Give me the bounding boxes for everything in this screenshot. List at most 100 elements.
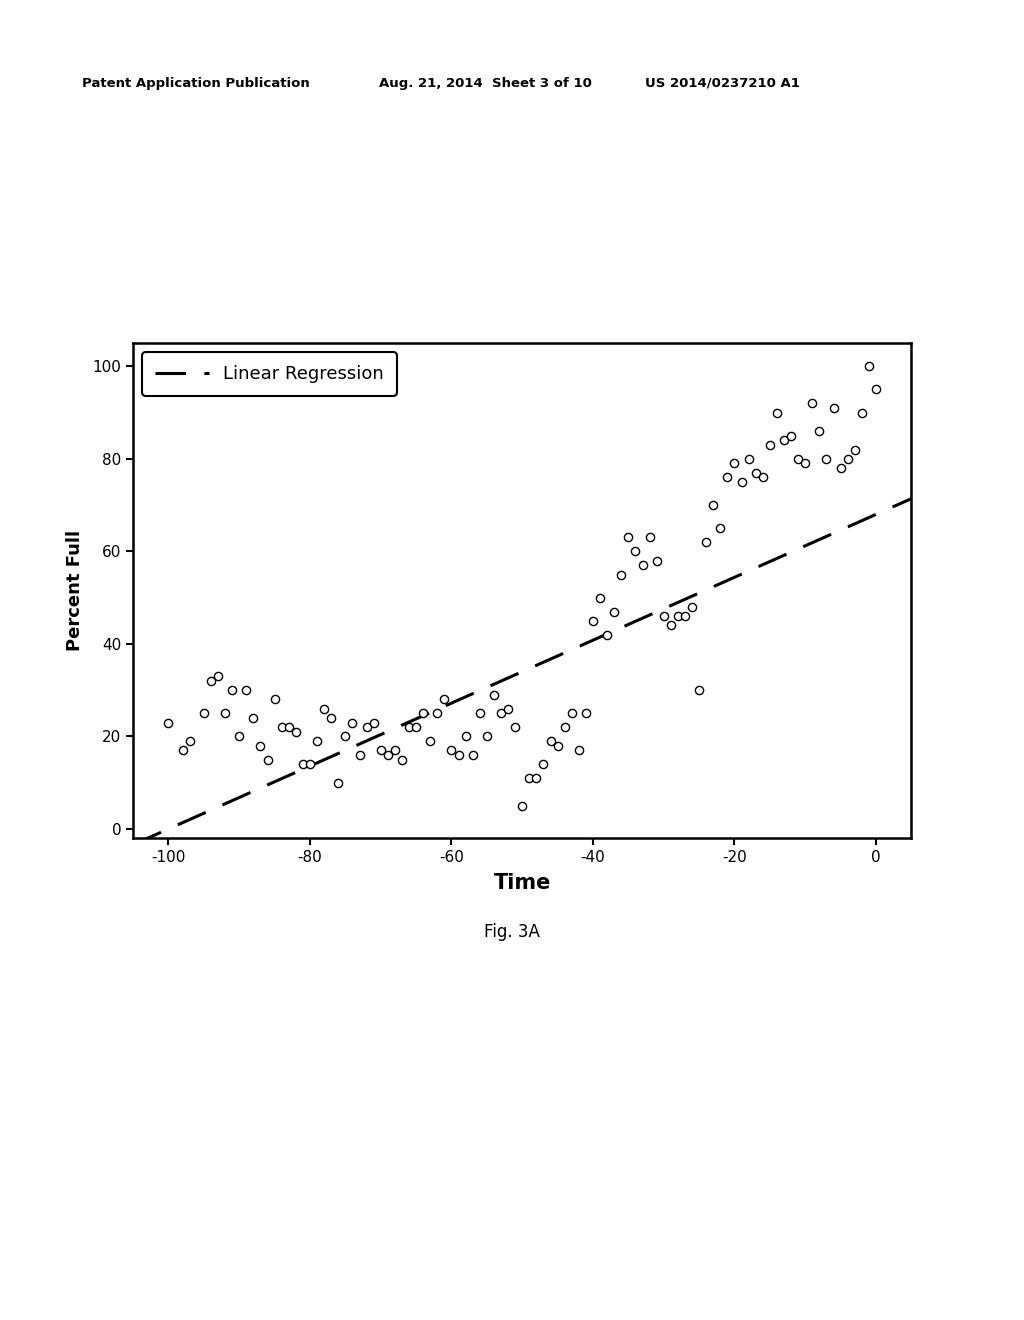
- Point: [719, 467, 735, 488]
- Point: [344, 711, 360, 733]
- Point: [500, 698, 516, 719]
- Point: [366, 711, 382, 733]
- Point: [521, 767, 538, 788]
- Point: [451, 744, 467, 766]
- Point: [677, 606, 693, 627]
- Point: [266, 689, 283, 710]
- Legend: Linear Regression: Linear Regression: [142, 352, 396, 396]
- Text: Patent Application Publication: Patent Application Publication: [82, 77, 309, 90]
- Point: [663, 615, 679, 636]
- Point: [804, 393, 820, 414]
- Point: [337, 726, 353, 747]
- Point: [443, 739, 460, 760]
- Point: [811, 421, 827, 442]
- Point: [281, 717, 297, 738]
- Point: [245, 708, 261, 729]
- Point: [259, 748, 275, 770]
- Point: [224, 680, 241, 701]
- Point: [358, 717, 375, 738]
- Point: [712, 517, 728, 539]
- Point: [429, 702, 445, 723]
- Point: [400, 717, 417, 738]
- Text: Aug. 21, 2014  Sheet 3 of 10: Aug. 21, 2014 Sheet 3 of 10: [379, 77, 592, 90]
- Point: [323, 708, 339, 729]
- Point: [514, 795, 530, 816]
- Point: [755, 467, 771, 488]
- Point: [387, 739, 403, 760]
- Point: [556, 717, 572, 738]
- Point: [648, 550, 665, 572]
- Point: [302, 754, 318, 775]
- Point: [776, 430, 793, 451]
- Point: [288, 721, 304, 742]
- Point: [867, 379, 884, 400]
- Point: [762, 434, 778, 455]
- Point: [670, 606, 686, 627]
- Point: [740, 449, 757, 470]
- Point: [210, 665, 226, 686]
- Point: [380, 744, 396, 766]
- Point: [861, 356, 878, 378]
- X-axis label: Time: Time: [494, 874, 551, 894]
- Point: [485, 684, 502, 705]
- Point: [599, 624, 615, 645]
- Point: [578, 702, 594, 723]
- Point: [536, 754, 552, 775]
- Point: [436, 689, 453, 710]
- Point: [769, 403, 785, 424]
- Point: [606, 601, 623, 622]
- Point: [203, 671, 219, 692]
- Point: [181, 730, 198, 751]
- Point: [252, 735, 268, 756]
- Point: [833, 458, 849, 479]
- Point: [825, 397, 842, 418]
- Point: [408, 717, 424, 738]
- Text: US 2014/0237210 A1: US 2014/0237210 A1: [645, 77, 800, 90]
- Point: [706, 495, 722, 516]
- Point: [698, 532, 715, 553]
- Point: [570, 739, 587, 760]
- Point: [854, 403, 870, 424]
- Point: [316, 698, 333, 719]
- Point: [550, 735, 566, 756]
- Point: [543, 730, 559, 751]
- Point: [748, 462, 764, 483]
- Point: [330, 772, 346, 793]
- Point: [847, 440, 863, 461]
- Point: [585, 610, 601, 631]
- Point: [472, 702, 488, 723]
- Point: [239, 680, 255, 701]
- Point: [726, 453, 742, 474]
- Point: [528, 767, 545, 788]
- Point: [415, 702, 431, 723]
- Point: [507, 717, 523, 738]
- Point: [465, 744, 481, 766]
- Point: [684, 597, 700, 618]
- Point: [309, 730, 326, 751]
- Text: Fig. 3A: Fig. 3A: [484, 923, 540, 941]
- Point: [783, 425, 800, 446]
- Y-axis label: Percent Full: Percent Full: [67, 531, 84, 651]
- Point: [231, 726, 248, 747]
- Point: [818, 449, 835, 470]
- Point: [641, 527, 657, 548]
- Point: [174, 739, 190, 760]
- Point: [797, 453, 813, 474]
- Point: [840, 449, 856, 470]
- Point: [394, 748, 411, 770]
- Point: [790, 449, 806, 470]
- Point: [161, 711, 177, 733]
- Point: [273, 717, 290, 738]
- Point: [563, 702, 580, 723]
- Point: [691, 680, 708, 701]
- Point: [196, 702, 212, 723]
- Point: [592, 587, 608, 609]
- Point: [655, 606, 672, 627]
- Point: [373, 739, 389, 760]
- Point: [458, 726, 474, 747]
- Point: [295, 754, 311, 775]
- Point: [628, 541, 644, 562]
- Point: [351, 744, 368, 766]
- Point: [422, 730, 438, 751]
- Point: [217, 702, 233, 723]
